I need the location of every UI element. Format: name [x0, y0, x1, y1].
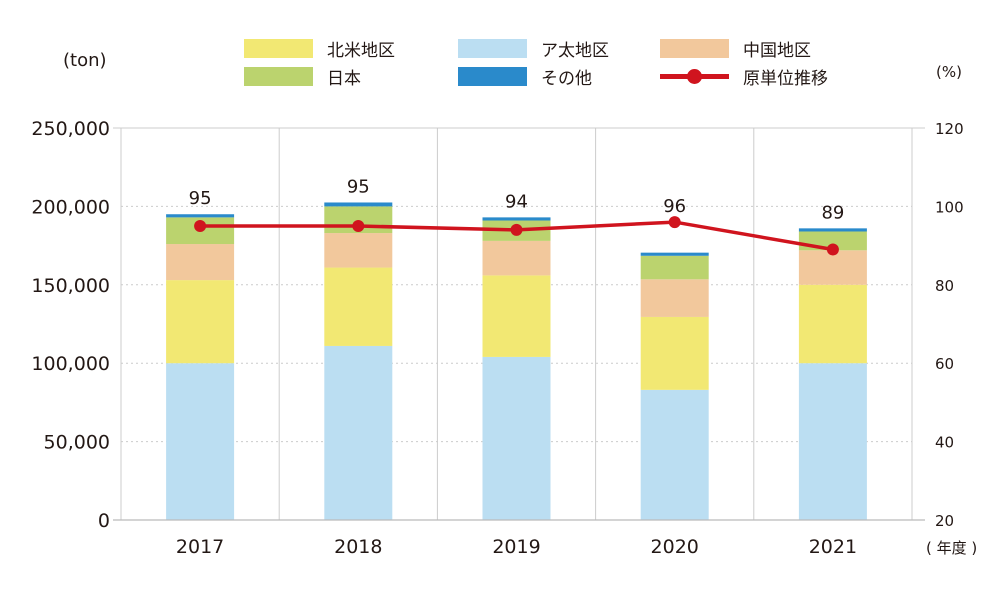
x-tick-label: 2020	[651, 536, 699, 558]
bar-segment-china	[166, 244, 235, 281]
bar-segment-china	[482, 240, 551, 276]
right-tick-label: 100	[935, 198, 964, 216]
right-tick-label: 40	[935, 434, 954, 452]
x-tick-label: 2019	[492, 536, 540, 558]
legend-item-asia-pacific: ア太地区	[458, 38, 609, 61]
legend-label-intensity: 原単位推移	[743, 68, 828, 89]
intensity-data-label: 89	[821, 202, 844, 223]
intensity-data-label: 95	[347, 176, 370, 197]
right-tick-label: 120	[935, 120, 964, 138]
left-axis-unit: (ton)	[63, 50, 107, 71]
intensity-point	[194, 220, 207, 232]
legend-item-intensity: 原単位推移	[660, 66, 828, 89]
left-tick-label: 250,000	[31, 118, 110, 140]
right-tick-label: 60	[935, 355, 954, 373]
bar-segment-north-america	[482, 275, 551, 357]
legend-item-north-america: 北米地区	[244, 38, 395, 61]
bars-layer	[166, 202, 867, 520]
legend-swatch-north-america	[244, 38, 313, 58]
intensity-point	[510, 223, 523, 236]
bar-segment-china	[324, 233, 393, 268]
right-tick-label: 20	[935, 512, 954, 530]
left-tick-label: 100,000	[31, 353, 110, 375]
legend-label-north-america: 北米地区	[327, 40, 395, 61]
bar-segment-other	[640, 252, 709, 256]
line-layer	[194, 216, 839, 256]
left-tick-label: 200,000	[31, 196, 110, 218]
bar-segment-north-america	[640, 316, 709, 390]
bar-segment-asia-pacific	[640, 389, 709, 520]
bar-segment-asia-pacific	[482, 356, 551, 520]
right-axis-unit: (%)	[936, 63, 962, 81]
intensity-data-label: 94	[505, 191, 528, 212]
legend-label-other: その他	[541, 68, 592, 89]
intensity-point	[668, 216, 681, 229]
legend-swatch-asia-pacific	[458, 38, 527, 58]
label-layer: 0 50,000 100,000 150,000 200,000 250,000 20 40 6…	[31, 118, 963, 558]
x-tick-label: 2017	[176, 536, 224, 558]
x-axis-unit: ( 年度 )	[926, 539, 978, 557]
bar-segment-china	[798, 250, 867, 285]
right-tick-label: 80	[935, 277, 954, 295]
bar-segment-china	[640, 279, 709, 317]
legend-item-japan: 日本	[244, 66, 361, 89]
bar-segment-north-america	[324, 267, 393, 346]
bar-segment-asia-pacific	[798, 363, 867, 520]
bar-segment-other	[324, 202, 393, 207]
left-tick-label: 0	[98, 510, 110, 532]
bar-segment-japan	[640, 255, 709, 280]
legend-item-other: その他	[458, 66, 592, 89]
bar-segment-asia-pacific	[324, 345, 393, 520]
intensity-data-label: 95	[189, 188, 212, 209]
left-tick-label: 150,000	[31, 275, 110, 297]
bar-segment-other	[798, 228, 867, 232]
intensity-point	[826, 243, 839, 256]
legend-label-asia-pacific: ア太地区	[541, 40, 609, 61]
legend-label-china: 中国地区	[743, 40, 811, 61]
bar-segment-other	[482, 217, 551, 221]
legend-swatch-other	[458, 66, 527, 86]
bar-segment-north-america	[798, 284, 867, 364]
x-tick-label: 2021	[809, 536, 857, 558]
bar-segment-asia-pacific	[166, 363, 235, 520]
intensity-data-label: 96	[663, 196, 686, 217]
bar-segment-north-america	[166, 280, 235, 364]
legend-swatch-japan	[244, 66, 313, 86]
x-tick-label: 2018	[334, 536, 382, 558]
legend-label-japan: 日本	[327, 68, 361, 89]
legend-item-china: 中国地区	[660, 38, 811, 61]
left-tick-label: 50,000	[44, 432, 110, 454]
intensity-point	[352, 220, 365, 232]
legend-swatch-china	[660, 38, 729, 58]
legend-line-intensity	[660, 67, 729, 86]
bar-segment-other	[166, 214, 235, 218]
